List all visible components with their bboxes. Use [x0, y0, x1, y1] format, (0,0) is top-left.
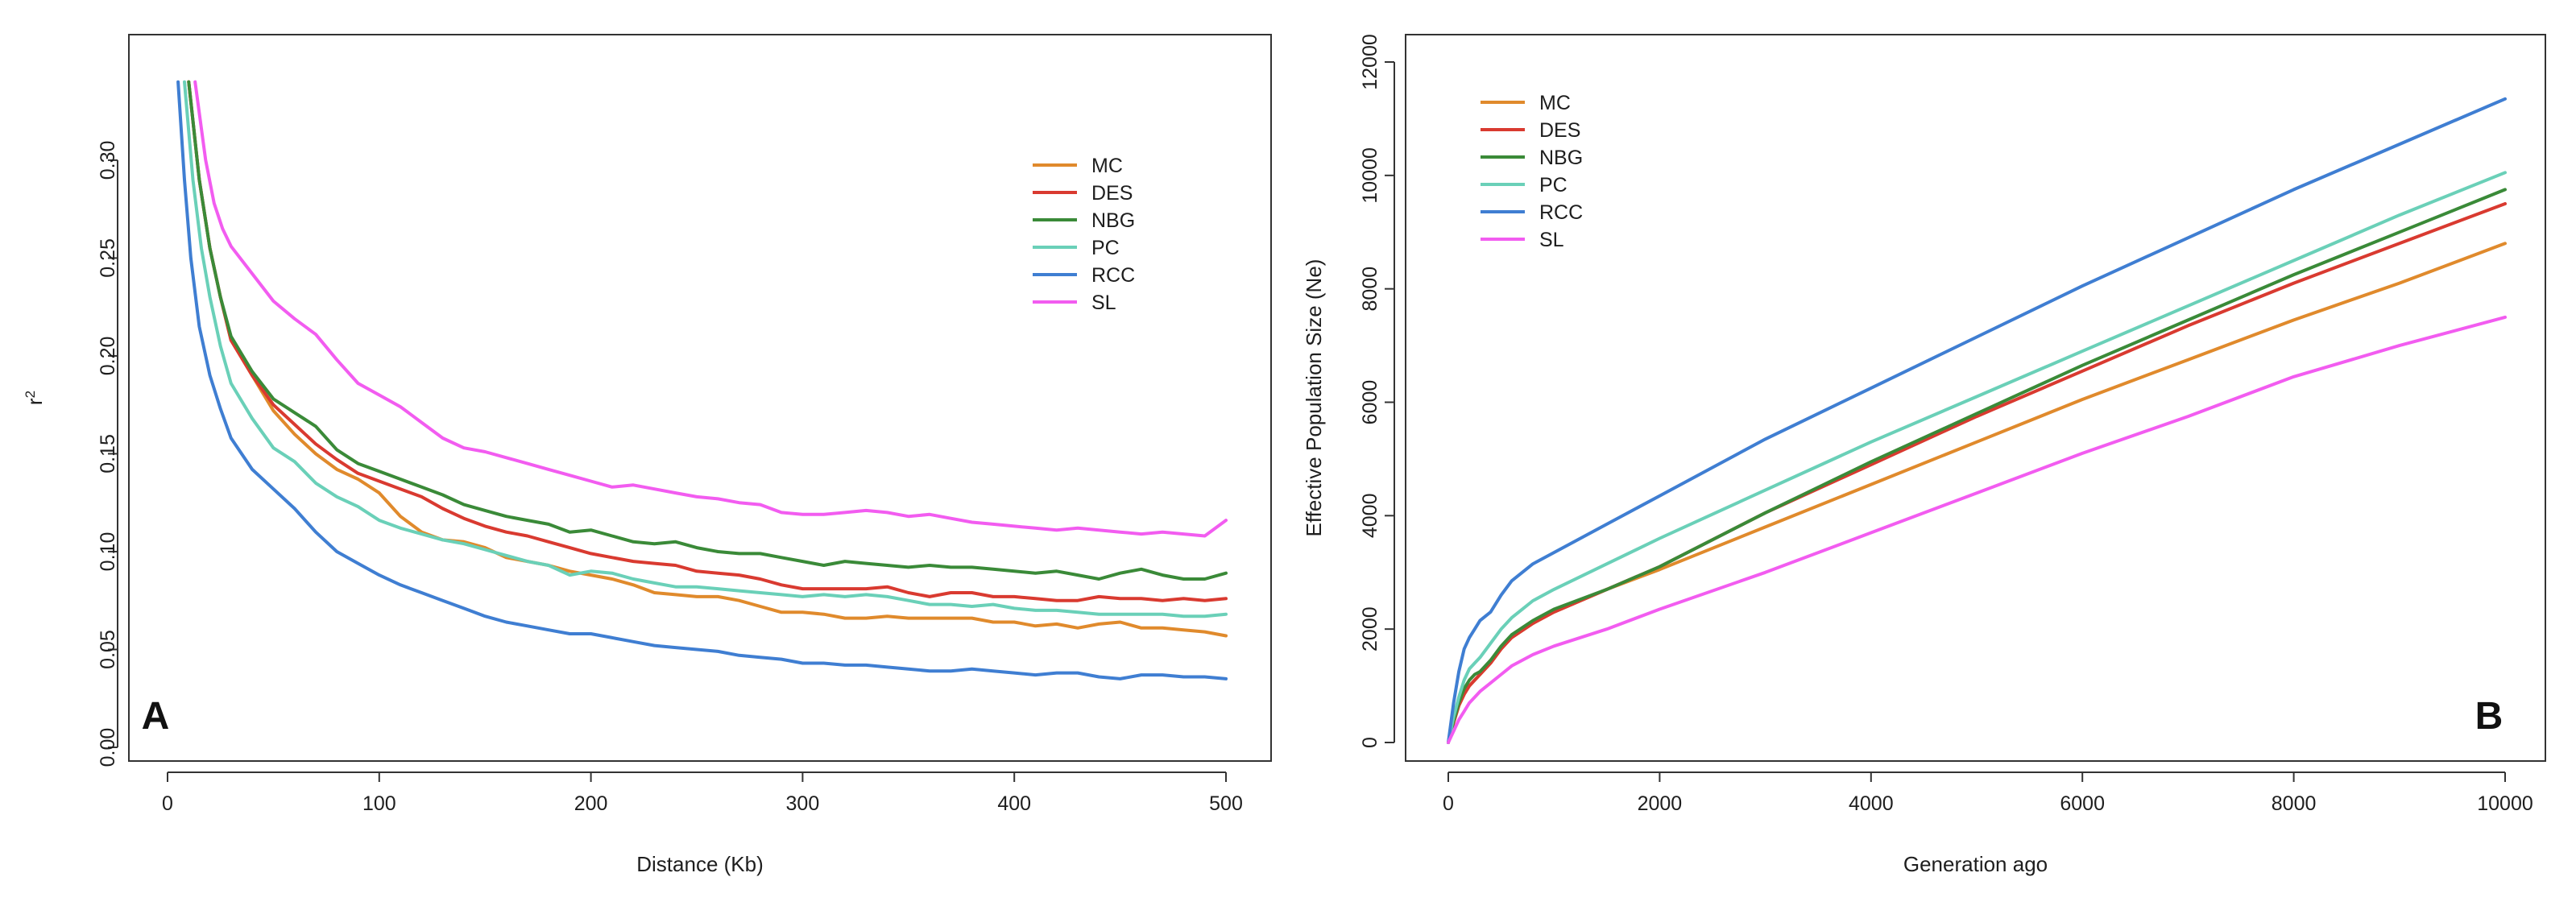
legend-label-mc: MC: [1539, 92, 1571, 114]
legend-label-sl: SL: [1091, 292, 1116, 314]
legend-label-rcc: RCC: [1091, 264, 1135, 287]
y-tick-label: 0.05: [97, 630, 119, 669]
x-tick-label: 6000: [2060, 792, 2105, 815]
panel-b-chart: 0 2000 4000 6000 8000 10000 0 2000 4000 6000 8000 1…: [1302, 34, 2546, 876]
series-line-sl: [193, 80, 1228, 538]
plot-frame: [128, 34, 1272, 762]
x-tick-label: 0: [1443, 792, 1454, 815]
y-tick-label: 0.10: [97, 532, 119, 572]
x-tick-label: 200: [574, 792, 608, 815]
series-group: [176, 80, 1228, 680]
y-tick-label: 4000: [1359, 494, 1381, 539]
x-tick-label: 4000: [1849, 792, 1894, 815]
x-axis-label: Distance (Kb): [636, 852, 764, 876]
x-tick-label: 8000: [2272, 792, 2317, 815]
y-tick-label: 0.30: [97, 141, 119, 180]
x-tick-label: 100: [362, 792, 396, 815]
legend-label-pc: PC: [1539, 174, 1568, 196]
panel-a-chart: 0 100 200 300 400 500 0.00 0.05 0.10 0.15 0.20 0.25…: [23, 34, 1272, 876]
series-group: [1447, 97, 2507, 744]
x-tick-label: 2000: [1638, 792, 1683, 815]
x-tick-label: 0: [162, 792, 173, 815]
legend-label-des: DES: [1091, 182, 1133, 205]
x-tick-label: 400: [997, 792, 1031, 815]
y-tick-label: 0: [1359, 737, 1381, 748]
series-line-nbg: [187, 80, 1228, 581]
legend-label-pc: PC: [1091, 237, 1120, 259]
y-axis-label: Effective Population Size (Ne): [1302, 259, 1326, 537]
legend-label-rcc: RCC: [1539, 201, 1583, 224]
legend-label-mc: MC: [1091, 155, 1123, 177]
panel-label: B: [2475, 695, 2504, 738]
series-line-nbg: [1447, 188, 2507, 744]
legend-label-des: DES: [1539, 119, 1580, 142]
y-tick-label: 10000: [1359, 147, 1381, 204]
y-tick-label: 8000: [1359, 267, 1381, 312]
series-line-des: [1447, 202, 2507, 744]
legend: MC DES NBG PC RCC SL: [1481, 92, 1583, 251]
y-tick-label: 2000: [1359, 606, 1381, 651]
y-tick-label: 0.15: [97, 434, 119, 474]
series-line-des: [187, 80, 1228, 602]
series-line-pc: [1447, 171, 2507, 744]
series-line-pc: [183, 80, 1228, 618]
y-axis-label-superscript: 2: [23, 391, 38, 398]
y-tick-label: 0.00: [97, 728, 119, 767]
plot-frame: [1405, 34, 2546, 762]
y-tick-label: 0.25: [97, 238, 119, 278]
x-tick-label: 500: [1209, 792, 1243, 815]
x-axis-label: Generation ago: [1903, 852, 2048, 876]
y-tick-label: 12000: [1359, 34, 1381, 90]
x-tick-label: 300: [786, 792, 820, 815]
legend-label-nbg: NBG: [1539, 147, 1583, 169]
series-line-mc: [187, 80, 1228, 638]
legend: MC DES NBG PC RCC SL: [1033, 155, 1135, 314]
panel-label: A: [142, 695, 170, 738]
legend-label-nbg: NBG: [1091, 209, 1135, 232]
series-line-sl: [1447, 315, 2507, 744]
series-line-rcc: [176, 80, 1228, 680]
x-tick-label: 10000: [2477, 792, 2533, 815]
y-tick-label: 6000: [1359, 380, 1381, 425]
y-tick-label: 0.20: [97, 337, 119, 376]
series-line-rcc: [1447, 97, 2507, 744]
legend-label-sl: SL: [1539, 229, 1564, 251]
y-axis-label: r2: [23, 391, 48, 405]
